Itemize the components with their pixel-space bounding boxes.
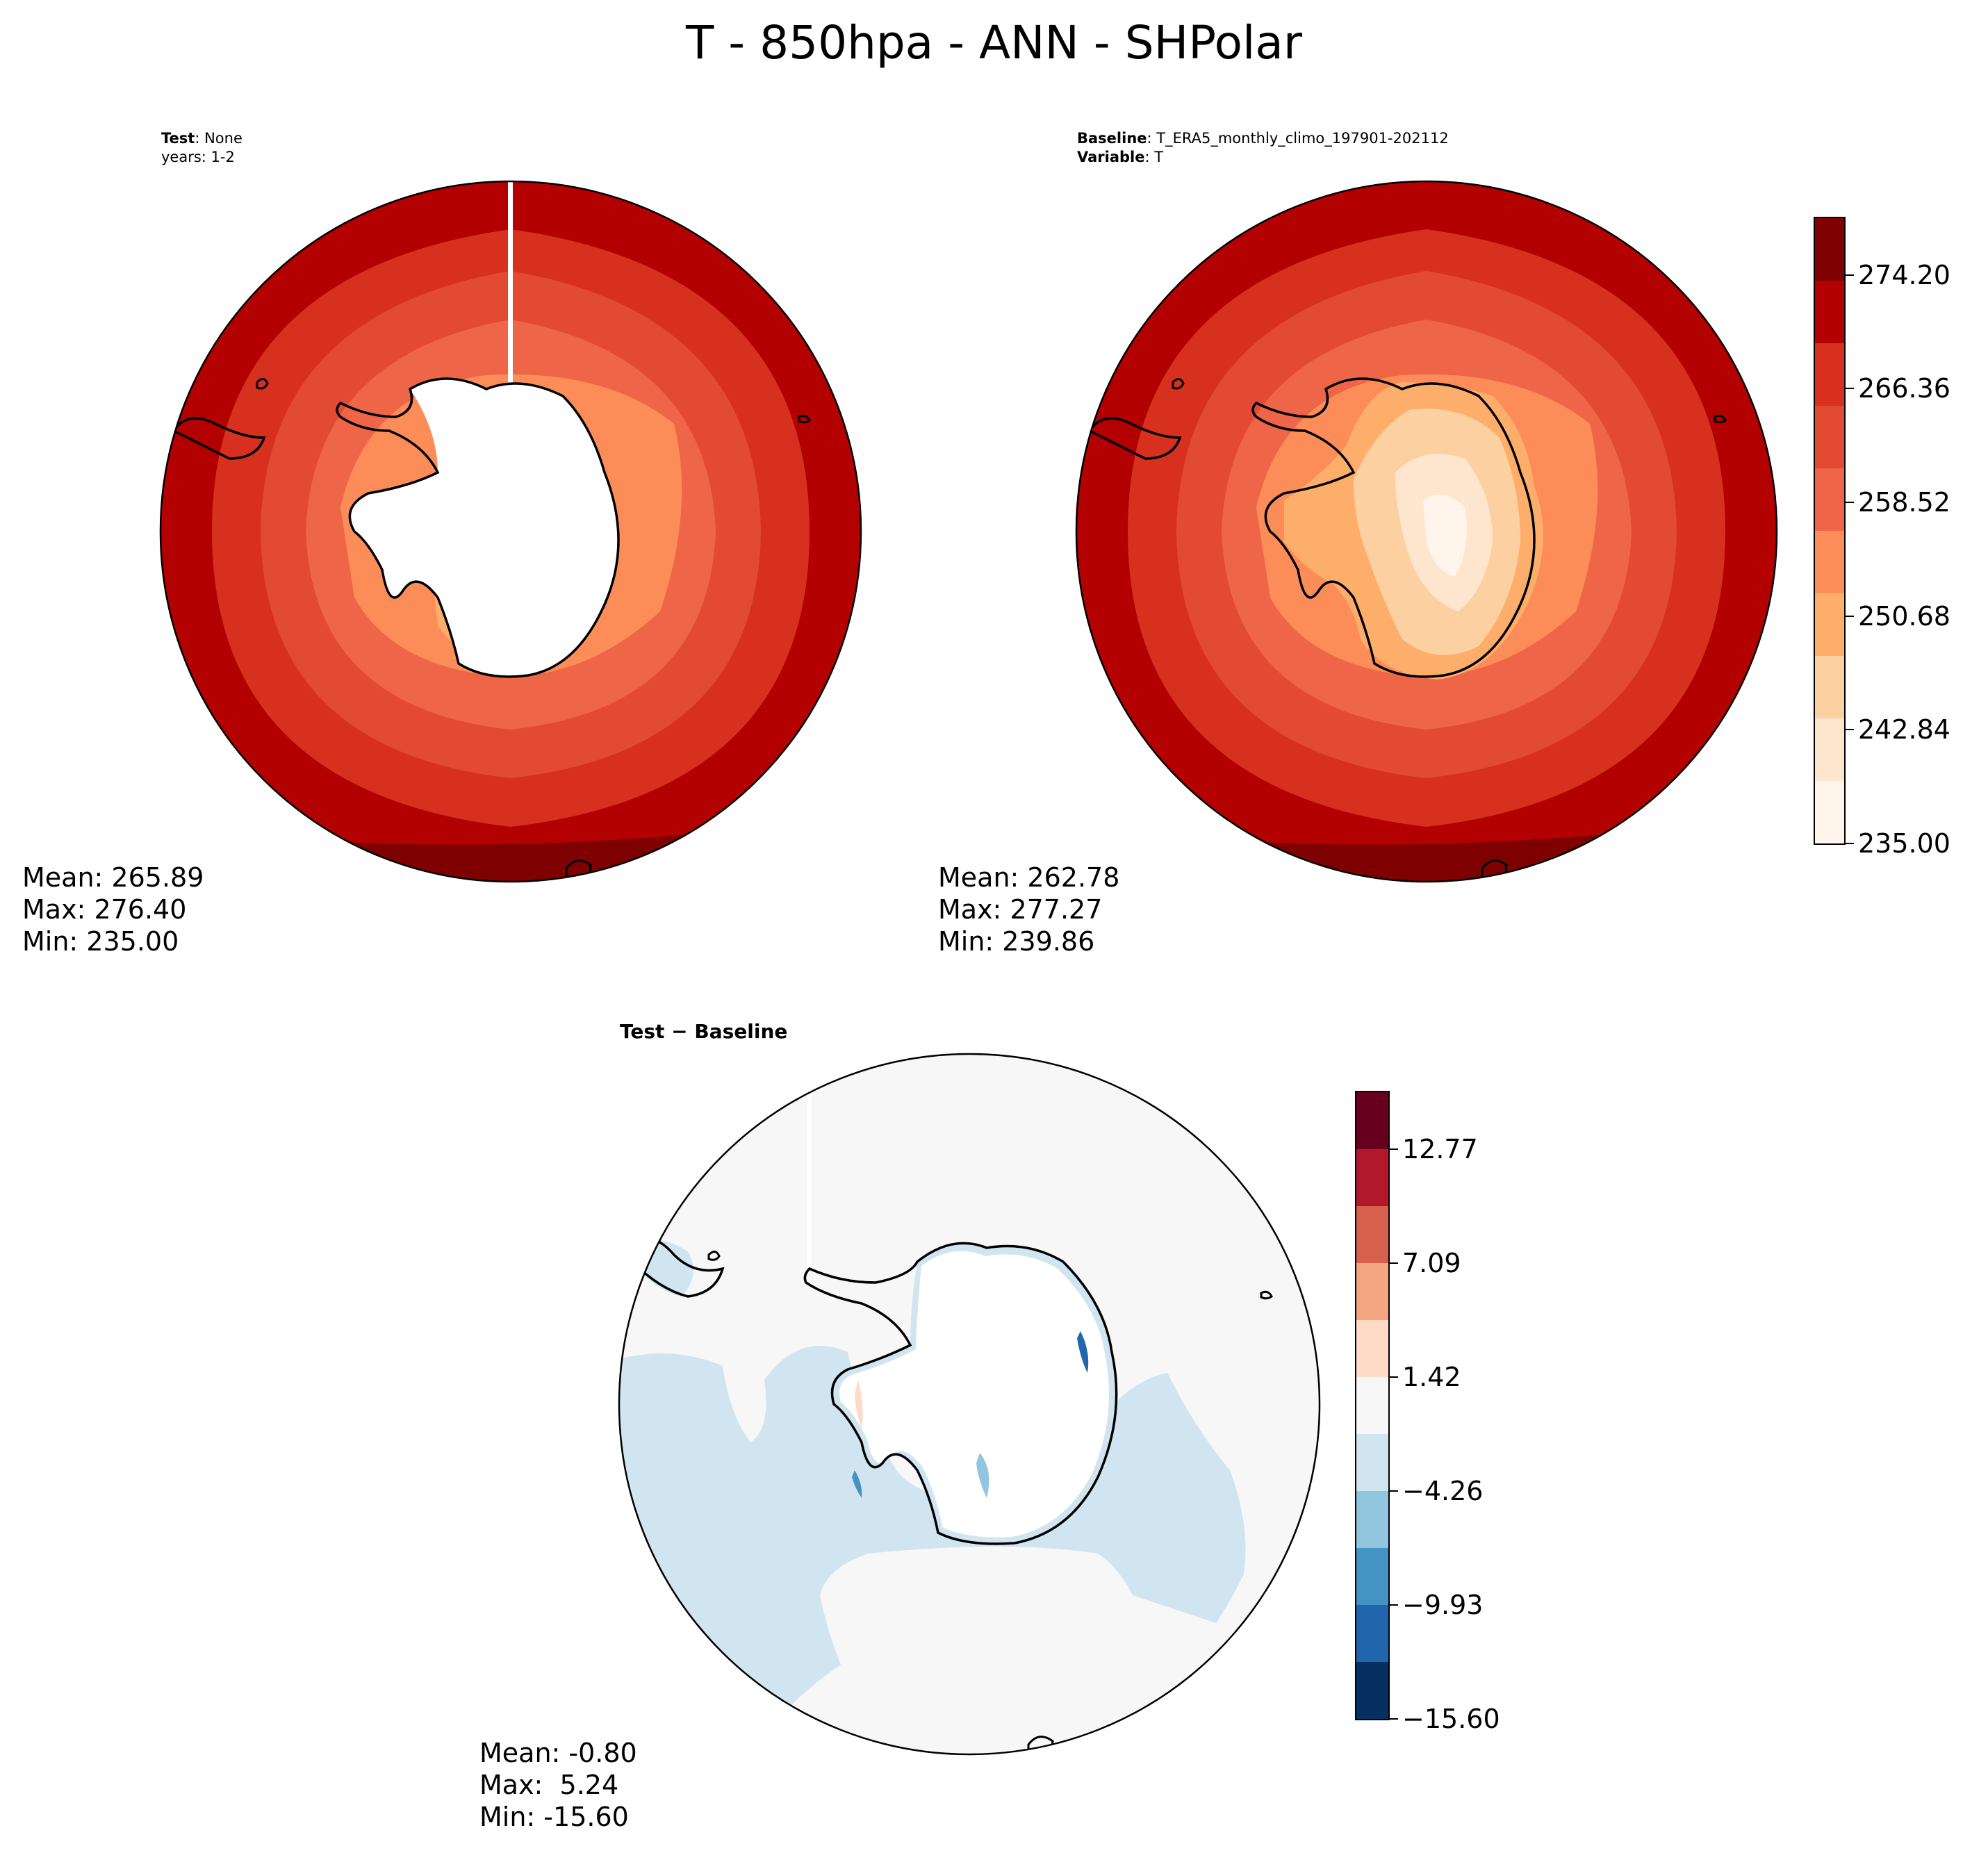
colorbar-tick-label: 235.00 <box>1858 828 1950 859</box>
colorbar-band <box>1815 218 1844 281</box>
colorbar-tick-label: 250.68 <box>1858 600 1950 632</box>
test-max: Max: 276.40 <box>22 894 187 925</box>
colorbar-band <box>1356 1548 1388 1605</box>
colorbar-tick-label: 266.36 <box>1858 373 1950 404</box>
colorbar-band <box>1815 468 1844 531</box>
colorbar-band <box>1815 281 1844 343</box>
colorbar-band <box>1356 1605 1388 1662</box>
colorbar-band <box>1356 1263 1388 1320</box>
test-stats: Mean: 265.89 Max: 276.40 Min: 235.00 <box>22 862 204 957</box>
colorbar-band <box>1356 1206 1388 1263</box>
diff-max: Max: 5.24 <box>479 1770 619 1800</box>
diff-panel-title: Test − Baseline <box>620 1020 788 1043</box>
colorbar-band <box>1815 718 1844 781</box>
baseline-label-value: : T_ERA5_monthly_climo_197901-202112 <box>1147 130 1449 147</box>
diff-min: Min: -15.60 <box>479 1802 629 1832</box>
diff-mean: Mean: -0.80 <box>479 1738 637 1768</box>
colorbar-tick-mark <box>1846 843 1854 844</box>
colorbar-tick-mark <box>1846 729 1854 731</box>
colorbar-tick-mark <box>1390 1718 1398 1720</box>
test-label-value: : None <box>195 130 243 147</box>
colorbar-abs <box>1814 217 1846 845</box>
baseline-max: Max: 277.27 <box>938 894 1103 925</box>
colorbar-tick-label: 1.42 <box>1402 1361 1461 1392</box>
colorbar-tick-label: 12.77 <box>1402 1133 1478 1164</box>
colorbar-tick-mark <box>1390 1148 1398 1150</box>
colorbar-band <box>1356 1434 1388 1491</box>
colorbar-tick-mark <box>1390 1262 1398 1265</box>
variable-label-value: : T <box>1144 149 1164 165</box>
figure-title: T - 850hpa - ANN - SHPolar <box>686 16 1302 69</box>
colorbar-tick-label: −4.26 <box>1402 1476 1484 1507</box>
colorbar-band <box>1815 531 1844 593</box>
diff-map <box>618 1053 1321 1756</box>
colorbar-tick-label: −9.93 <box>1402 1590 1484 1621</box>
colorbar-band <box>1356 1662 1388 1719</box>
test-min: Min: 235.00 <box>22 926 179 957</box>
test-map <box>159 180 862 883</box>
colorbar-tick-mark <box>1390 1604 1398 1606</box>
colorbar-band <box>1356 1377 1388 1434</box>
colorbar-tick-mark <box>1390 1490 1398 1492</box>
test-label-key: Test <box>161 130 195 147</box>
colorbar-band <box>1815 343 1844 406</box>
colorbar-tick-mark <box>1846 274 1854 276</box>
colorbar-tick-label: −15.60 <box>1402 1704 1500 1734</box>
baseline-label-key: Baseline <box>1077 130 1147 147</box>
baseline-min: Min: 239.86 <box>938 926 1095 957</box>
colorbar-band <box>1356 1149 1388 1206</box>
colorbar-tick-mark <box>1846 388 1854 390</box>
baseline-stats: Mean: 262.78 Max: 277.27 Min: 239.86 <box>938 862 1119 957</box>
colorbar-tick-label: 7.09 <box>1402 1248 1461 1279</box>
colorbar-band <box>1815 406 1844 468</box>
colorbar-tick-mark <box>1390 1376 1398 1378</box>
colorbar-band <box>1815 593 1844 656</box>
colorbar-tick-mark <box>1846 615 1854 617</box>
colorbar-band <box>1356 1092 1388 1149</box>
test-panel-label: Test: None years: 1-2 <box>161 129 243 167</box>
colorbar-band <box>1815 656 1844 718</box>
colorbar-band <box>1356 1491 1388 1548</box>
baseline-mean: Mean: 262.78 <box>938 862 1120 893</box>
colorbar-band <box>1815 781 1844 843</box>
colorbar-band <box>1356 1320 1388 1377</box>
baseline-panel-label: Baseline: T_ERA5_monthly_climo_197901-20… <box>1077 129 1449 167</box>
colorbar-tick-label: 274.20 <box>1858 259 1950 290</box>
test-years-label: years: 1-2 <box>161 149 235 165</box>
test-mean: Mean: 265.89 <box>22 862 204 893</box>
baseline-map <box>1075 180 1778 883</box>
colorbar-diff <box>1355 1091 1390 1720</box>
variable-label-key: Variable <box>1077 149 1145 165</box>
colorbar-tick-mark <box>1846 502 1854 504</box>
colorbar-tick-label: 258.52 <box>1858 487 1950 518</box>
colorbar-tick-label: 242.84 <box>1858 714 1950 746</box>
diff-stats: Mean: -0.80 Max: 5.24 Min: -15.60 <box>479 1737 637 1833</box>
